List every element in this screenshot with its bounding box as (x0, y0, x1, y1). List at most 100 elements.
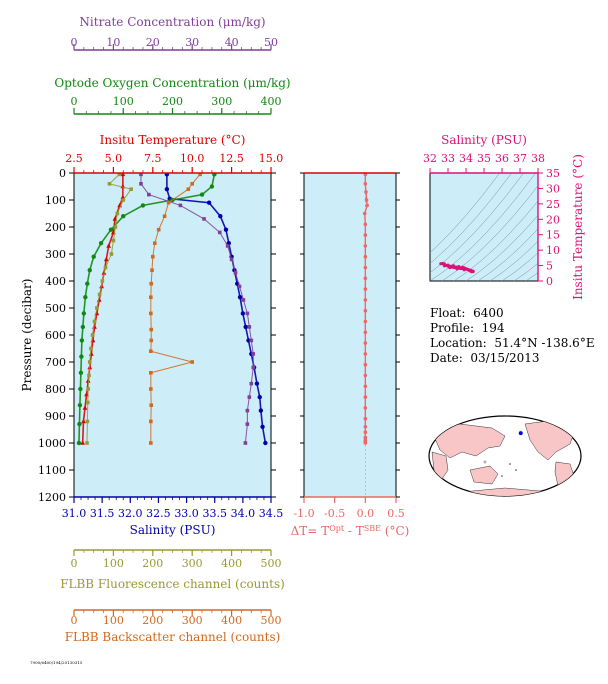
temperature-tick-label: 15.0 (259, 152, 284, 165)
ts-point (442, 262, 446, 266)
salinity-point (218, 214, 223, 219)
nitrate-point (249, 338, 254, 343)
pressure-tick-label: 600 (45, 329, 66, 342)
delta-t-point (363, 373, 368, 378)
pressure-tick-label: 700 (45, 356, 66, 369)
delta-title-part: ΔT= T (291, 524, 330, 538)
pressure-tick-label: 1000 (38, 437, 66, 450)
backscatter-point (190, 360, 194, 364)
pressure-axis-title: Pressure (decibar) (20, 279, 34, 392)
ts-density-contour (430, 173, 512, 264)
delta-axis-title: ΔT= TOpt - TSBE (°C) (291, 524, 410, 539)
nitrate-point (233, 271, 238, 275)
oxygen-point (85, 281, 90, 286)
backscatter-point (149, 295, 153, 299)
delta-t-point (363, 182, 368, 186)
backscatter-point (149, 403, 154, 407)
ts-point (439, 262, 443, 266)
backscatter-point (162, 214, 167, 218)
location-row: Location: 51.4°N -138.6°E (430, 336, 595, 350)
ts-diagram-axes: 32 33 34 35 36 37 38 Salinity (PSU) 0 5 10 15 20 25 30… (423, 133, 585, 300)
ts-salinity-tick-label: 38 (531, 152, 545, 165)
ts-salinity-tick-label: 35 (477, 152, 491, 165)
main-profile-axes: Pressure (decibar)0100200300400500600700… (20, 15, 291, 644)
ts-temperature-tick-label: 20 (546, 213, 560, 226)
footer-code: 7900/6400/194/20130315 (30, 660, 83, 665)
delta-t-point (365, 203, 369, 208)
map-land-australia (469, 465, 499, 485)
pressure-tick-label: 1100 (38, 464, 66, 477)
oxygen-point (140, 203, 146, 208)
salinity-point (223, 227, 229, 232)
fluorescence-point (117, 173, 122, 177)
fluorescence-point (97, 292, 102, 297)
fluorescence-point (100, 279, 105, 283)
profile-row: Profile: 194 (430, 321, 505, 335)
fluorescence-tick-label: 0 (71, 557, 78, 570)
backscatter-point (149, 419, 153, 424)
delta-plot-area (303, 172, 397, 498)
pressure-tick-label: 100 (45, 194, 66, 207)
nitrate-point (243, 441, 248, 445)
nitrate-point (251, 352, 256, 356)
delta-t-point (363, 287, 368, 291)
fluorescence-point (87, 360, 92, 364)
ts-density-contour (430, 173, 536, 281)
delta-t-point (363, 298, 368, 302)
delta-title-part: (°C) (381, 524, 409, 538)
delta-t-point (363, 441, 368, 445)
oxygen-tick-label: 0 (71, 95, 78, 108)
backscatter-tick-label: 400 (221, 614, 242, 627)
profile-value: 194 (481, 321, 505, 335)
salinity-point (164, 173, 170, 177)
delta-t-point (363, 173, 368, 177)
fluorescence-point (111, 238, 116, 243)
temperature-point (82, 405, 88, 410)
delta-t-point (363, 425, 368, 429)
ts-temperature-tick-label: 25 (546, 198, 560, 211)
temperature-point (106, 243, 112, 248)
ts-diagram-marks (439, 261, 475, 274)
fluorescence-tick-label: 400 (221, 557, 242, 570)
delta-t-point (363, 384, 368, 389)
oxygen-point (78, 370, 84, 375)
ts-point (448, 266, 452, 270)
ts-plot-area (429, 172, 539, 282)
oxygen-point (91, 254, 96, 259)
delta-t-point (363, 244, 368, 248)
backscatter-point (198, 173, 202, 177)
delta-t-point (363, 265, 368, 270)
oxygen-point (77, 421, 82, 427)
fluorescence-point (103, 265, 108, 270)
nitrate-point (241, 298, 246, 302)
delta-t-point (363, 308, 368, 313)
delta-t-point (363, 416, 368, 421)
ts-point (446, 263, 450, 267)
temperature-point (81, 418, 86, 424)
fluorescence-tick-label: 200 (142, 557, 163, 570)
oxygen-point (199, 192, 205, 197)
nitrate-point (202, 217, 206, 221)
map-land-antarctica (439, 487, 576, 496)
temperature-tick-label: 10.0 (180, 152, 205, 165)
pressure-tick-label: 900 (45, 410, 66, 423)
salinity-point (260, 424, 265, 429)
ts-density-contour (513, 263, 538, 281)
ts-density-contour (501, 252, 538, 281)
nitrate-point (251, 365, 256, 370)
nitrate-point (229, 257, 234, 262)
fluorescence-tick-label: 300 (182, 557, 203, 570)
delta-t-point (363, 319, 368, 324)
salinity-point (263, 440, 268, 446)
temperature-tick-label: 12.5 (219, 152, 244, 165)
oxygen-point (77, 403, 83, 408)
fluorescence-point (85, 441, 89, 445)
pressure-tick-label: 1200 (38, 491, 66, 504)
salinity-tick-label: 34.0 (231, 507, 256, 520)
ts-density-contour (453, 200, 538, 281)
backscatter-tick-label: 200 (142, 614, 163, 627)
backscatter-point (149, 441, 153, 445)
ts-temperature-tick-label: 35 (546, 167, 560, 180)
date-row: Date: 03/15/2013 (430, 351, 540, 365)
backscatter-point (149, 371, 153, 375)
